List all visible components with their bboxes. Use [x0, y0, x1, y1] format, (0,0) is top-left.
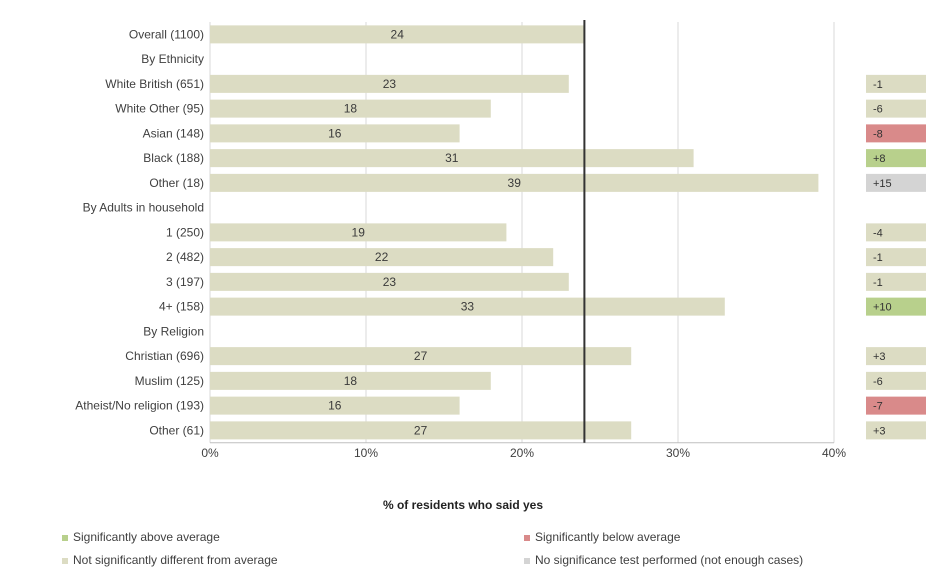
legend-item-not-significant: Not significantly different from average: [62, 553, 278, 567]
bar: [210, 396, 460, 415]
legend-swatch-not-tested: [524, 557, 530, 564]
difference-badge: [866, 124, 926, 143]
row-label: By Religion: [143, 324, 204, 338]
bar-value-label: 33: [461, 300, 475, 314]
row-label: 1 (250): [166, 225, 204, 239]
legend-swatch-above: [62, 534, 68, 541]
difference-value: -1: [873, 277, 883, 289]
bar-value-label: 23: [383, 77, 397, 91]
difference-value: +3: [873, 425, 886, 437]
bar: [210, 248, 554, 267]
legend-text: Significantly below average: [535, 530, 681, 544]
difference-value: -8: [873, 128, 883, 140]
difference-value: +8: [873, 153, 886, 165]
bar-value-label: 16: [328, 399, 342, 413]
x-axis-label: % of residents who said yes: [382, 498, 544, 512]
bar: [210, 99, 491, 118]
difference-badge: [866, 396, 926, 415]
difference-badge: [866, 297, 926, 316]
row-label: 3 (197): [166, 275, 204, 289]
bar-value-label: 16: [328, 126, 342, 140]
bar: [210, 297, 725, 316]
row-label: By Adults in household: [83, 201, 204, 215]
bar-value-label: 39: [508, 176, 522, 190]
difference-badge: [866, 99, 926, 118]
difference-value: +10: [873, 302, 892, 314]
legend-text: Not significantly different from average: [73, 553, 278, 567]
legend-swatch-below: [524, 534, 530, 541]
difference-badge: [866, 149, 926, 168]
bar: [210, 347, 632, 366]
bar: [210, 124, 460, 143]
difference-badge: [866, 223, 926, 242]
legend-item-not-tested: No significance test performed (not enou…: [524, 553, 803, 567]
bar-value-label: 23: [383, 275, 397, 289]
row-label: Atheist/No religion (193): [75, 399, 204, 413]
bar-value-label: 24: [391, 27, 405, 41]
difference-badge: [866, 347, 926, 366]
bar-value-label: 31: [445, 151, 459, 165]
legend-text: Significantly above average: [73, 530, 220, 544]
row-label: By Ethnicity: [141, 52, 204, 66]
difference-badge: [866, 173, 926, 192]
row-label: Overall (1100): [129, 27, 204, 41]
x-tick-label: 40%: [822, 446, 846, 460]
bar: [210, 421, 632, 440]
bar: [210, 173, 819, 192]
difference-badge: [866, 248, 926, 267]
bar-value-label: 19: [352, 225, 366, 239]
difference-badge: [866, 272, 926, 291]
difference-value: -1: [873, 252, 883, 264]
bar-value-label: 27: [414, 423, 428, 437]
difference-value: -6: [873, 376, 883, 388]
row-label: Asian (148): [143, 126, 204, 140]
difference-value: -1: [873, 79, 883, 91]
bar-value-label: 18: [344, 374, 358, 388]
difference-value: -4: [873, 227, 883, 239]
row-label: White British (651): [105, 77, 204, 91]
legend-item-above: Significantly above average: [62, 530, 220, 544]
bar: [210, 149, 694, 168]
legend-text: No significance test performed (not enou…: [535, 553, 804, 567]
difference-badge: [866, 74, 926, 93]
bar: [210, 223, 507, 242]
row-label: White Other (95): [115, 102, 204, 116]
bar: [210, 25, 585, 44]
bar-value-label: 27: [414, 349, 428, 363]
row-label: 2 (482): [166, 250, 204, 264]
difference-value: +15: [873, 178, 892, 190]
bar: [210, 371, 491, 390]
x-tick-label: 10%: [354, 446, 378, 460]
row-label: Other (18): [149, 176, 204, 190]
row-label: Muslim (125): [135, 374, 204, 388]
difference-value: +3: [873, 351, 886, 363]
bar-value-label: 18: [344, 102, 358, 116]
bar-value-label: 22: [375, 250, 389, 264]
difference-value: -7: [873, 401, 883, 413]
row-label: Black (188): [143, 151, 204, 165]
x-tick-label: 20%: [510, 446, 534, 460]
row-label: 4+ (158): [159, 300, 204, 314]
x-tick-label: 0%: [201, 446, 219, 460]
bar: [210, 272, 569, 291]
legend-item-below: Significantly below average: [524, 530, 680, 544]
row-label: Christian (696): [125, 349, 204, 363]
difference-badge: [866, 371, 926, 390]
difference-value: -6: [873, 104, 883, 116]
bar: [210, 74, 569, 93]
difference-badge: [866, 421, 926, 440]
legend-swatch-not-significant: [62, 557, 68, 564]
x-tick-label: 30%: [666, 446, 690, 460]
row-label: Other (61): [149, 423, 204, 437]
